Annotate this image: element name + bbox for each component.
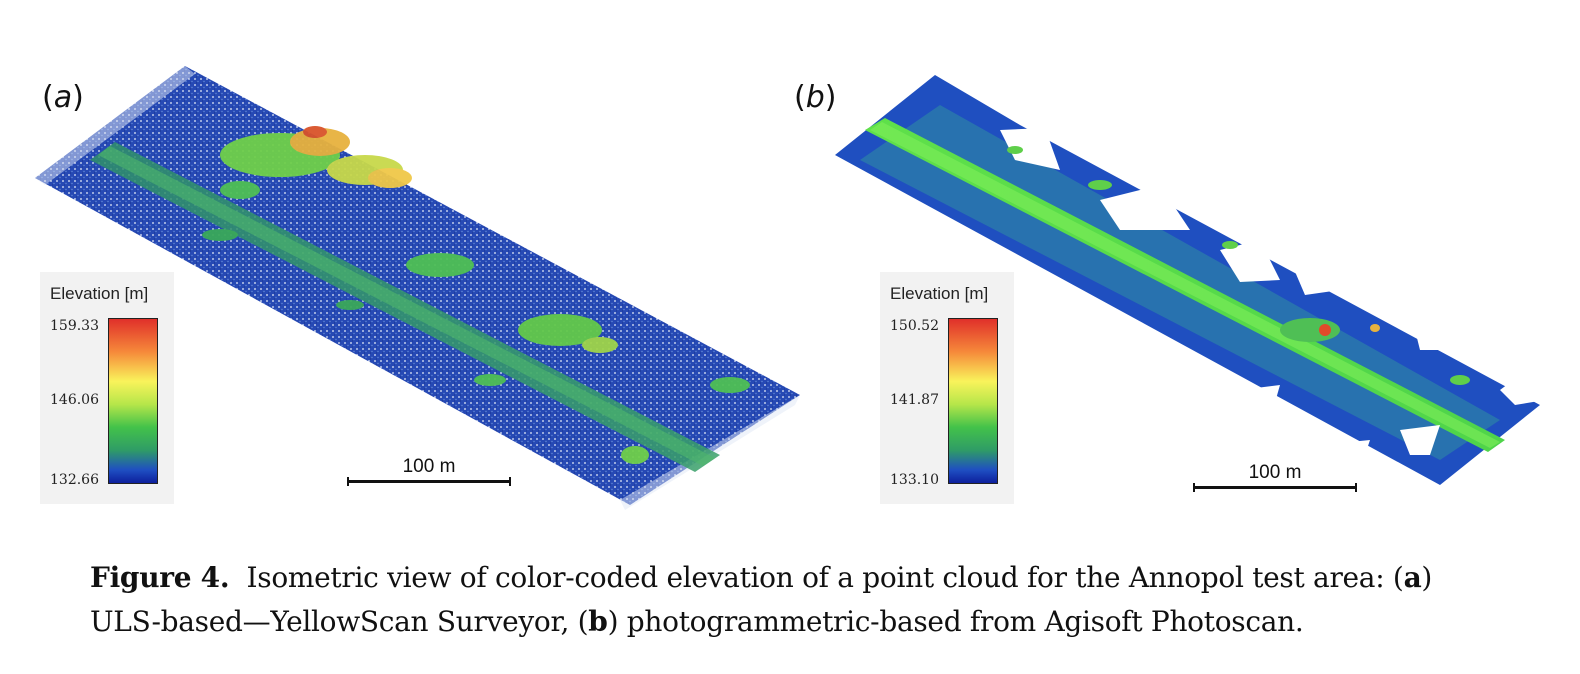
figure-caption: Figure 4. Isometric view of color-coded … xyxy=(90,556,1480,644)
panel-label-a: (a) xyxy=(42,80,84,115)
panel-label-b: (b) xyxy=(794,80,837,115)
legend-min-value: 133.10 xyxy=(890,472,939,488)
scale-bar-label: 100 m xyxy=(402,456,456,477)
scale-bar-label: 100 m xyxy=(1248,462,1302,483)
caption-text: ULS-based—YellowScan Surveyor, ( xyxy=(90,605,589,638)
legend-mid-value: 146.06 xyxy=(50,392,99,408)
scale-bar-a: 100 m xyxy=(347,456,511,490)
legend-colorbar xyxy=(108,318,158,484)
legend-title: Elevation [m] xyxy=(890,284,989,303)
legend-max-value: 150.52 xyxy=(890,318,939,334)
caption-ref-b: b xyxy=(588,605,608,638)
scale-bar-line xyxy=(1193,486,1357,489)
panel-b: (b) Elevation [m] 150.52 141.87 133.10 1… xyxy=(794,60,1580,520)
caption-ref-a: a xyxy=(1403,561,1422,594)
photogrammetric-point-cloud-image xyxy=(835,75,1545,485)
legend-min-value: 132.66 xyxy=(50,472,99,488)
caption-text: ) photogrammetric-based from Agisoft Pho… xyxy=(607,605,1304,638)
legend-colorbar xyxy=(948,318,998,484)
panel-a: (a) Elevation [m] 159.33 146.06 132.66 1… xyxy=(20,60,800,520)
caption-text: Isometric view of color-coded elevation … xyxy=(246,561,1404,594)
scale-bar-tick-left xyxy=(347,477,349,486)
caption-text: ) xyxy=(1421,561,1433,594)
scale-bar-tick-left xyxy=(1193,483,1195,492)
uls-point-cloud-image xyxy=(35,66,800,510)
legend-max-value: 159.33 xyxy=(50,318,99,334)
legend-mid-value: 141.87 xyxy=(890,392,939,408)
figure-label: Figure 4. xyxy=(90,561,230,594)
elevation-legend-a: Elevation [m] 159.33 146.06 132.66 xyxy=(40,272,174,504)
caption-line-1: Figure 4. Isometric view of color-coded … xyxy=(90,556,1480,600)
scale-bar-line xyxy=(347,480,511,483)
scale-bar-tick-right xyxy=(509,477,511,486)
scale-bar-tick-right xyxy=(1355,483,1357,492)
scale-bar-b: 100 m xyxy=(1193,462,1357,496)
legend-title: Elevation [m] xyxy=(50,284,149,303)
elevation-legend-b: Elevation [m] 150.52 141.87 133.10 xyxy=(880,272,1014,504)
caption-line-2: ULS-based—YellowScan Surveyor, (b) photo… xyxy=(90,600,1480,644)
